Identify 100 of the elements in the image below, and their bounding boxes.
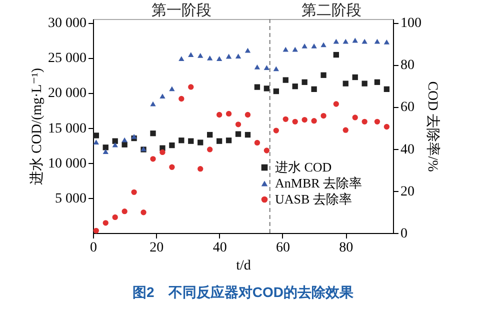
- point: [333, 52, 339, 58]
- point: [282, 116, 288, 122]
- x-tick-label: 20: [150, 240, 164, 256]
- point: [282, 77, 288, 83]
- point: [235, 54, 242, 58]
- point: [226, 54, 232, 59]
- point: [122, 137, 128, 142]
- point: [198, 140, 204, 146]
- point: [320, 72, 326, 78]
- y2-tick-label: 80: [400, 58, 414, 74]
- point: [188, 84, 194, 90]
- point: [235, 122, 242, 128]
- y-tick-label: 10 000: [48, 156, 86, 172]
- point: [273, 128, 279, 134]
- point: [244, 48, 251, 53]
- point: [188, 138, 194, 144]
- point: [216, 138, 222, 144]
- point: [207, 55, 213, 60]
- text: 第二阶段: [301, 2, 362, 19]
- point: [374, 118, 380, 125]
- point: [207, 132, 213, 138]
- point: [93, 132, 99, 138]
- point: [131, 134, 137, 139]
- point: [384, 39, 390, 44]
- point: [302, 43, 308, 48]
- point: [264, 148, 270, 154]
- point: [292, 118, 298, 125]
- y2-tick-label: 100: [400, 16, 422, 32]
- point: [188, 52, 194, 58]
- point: [311, 43, 317, 48]
- point: [273, 66, 279, 72]
- point: [140, 210, 146, 216]
- point: [302, 116, 308, 123]
- point: [362, 38, 368, 44]
- point: [374, 38, 380, 44]
- point: [302, 79, 308, 85]
- point: [254, 140, 260, 146]
- y-tick-label: 15 000: [48, 121, 86, 136]
- point: [292, 84, 298, 90]
- y-tick-label: 25 000: [48, 51, 86, 66]
- y2-tick-label: 0: [400, 226, 408, 242]
- point: [198, 52, 204, 58]
- point: [273, 88, 279, 94]
- y2-tick-label: 40: [400, 142, 414, 158]
- point: [102, 144, 108, 150]
- point: [311, 86, 317, 92]
- point: [160, 94, 166, 98]
- point: [226, 110, 232, 117]
- point: [102, 220, 108, 226]
- point: [207, 146, 213, 152]
- point: [320, 42, 326, 48]
- point: [131, 189, 137, 195]
- point: [254, 84, 260, 90]
- point: [102, 149, 108, 154]
- legend-label: AnMBR 去除率: [275, 176, 362, 190]
- point: [384, 86, 390, 92]
- point: [216, 56, 222, 62]
- y2-tick-label: 20: [400, 184, 414, 200]
- y-tick-label: 30 000: [48, 16, 86, 32]
- point: [374, 79, 380, 85]
- legend-label: 进水 COD: [275, 160, 332, 174]
- point: [178, 138, 184, 144]
- point: [244, 112, 251, 118]
- point: [352, 74, 358, 80]
- x-tick-label: 40: [212, 240, 227, 256]
- point: [362, 80, 368, 86]
- point: [93, 140, 99, 145]
- point: [122, 208, 128, 214]
- point: [160, 149, 166, 156]
- point: [333, 38, 339, 44]
- x-tick-label: 0: [90, 240, 97, 256]
- point: [342, 38, 348, 44]
- point: [342, 127, 348, 133]
- point: [93, 228, 99, 234]
- point: [226, 138, 232, 144]
- text: 图2 不同反应器对COD的去除效果: [132, 284, 354, 300]
- point: [352, 38, 358, 43]
- point: [178, 96, 184, 102]
- point: [178, 56, 184, 62]
- point: [150, 130, 156, 136]
- point: [362, 118, 368, 125]
- point: [112, 142, 118, 148]
- point: [282, 46, 288, 52]
- x-tick-label: 60: [276, 240, 290, 256]
- point: [254, 64, 260, 70]
- point: [320, 112, 326, 119]
- point: [169, 142, 175, 148]
- point: [150, 156, 156, 162]
- y2-axis-title: COD 去除率/%: [424, 81, 440, 172]
- point: [333, 101, 339, 107]
- point: [264, 86, 270, 92]
- point: [264, 65, 270, 70]
- y2-tick-label: 60: [400, 100, 414, 116]
- point: [112, 214, 118, 220]
- point: [198, 166, 204, 172]
- point: [122, 142, 128, 148]
- point: [352, 114, 358, 120]
- point: [216, 112, 222, 118]
- point: [112, 138, 118, 144]
- text: 第一阶段: [151, 2, 212, 19]
